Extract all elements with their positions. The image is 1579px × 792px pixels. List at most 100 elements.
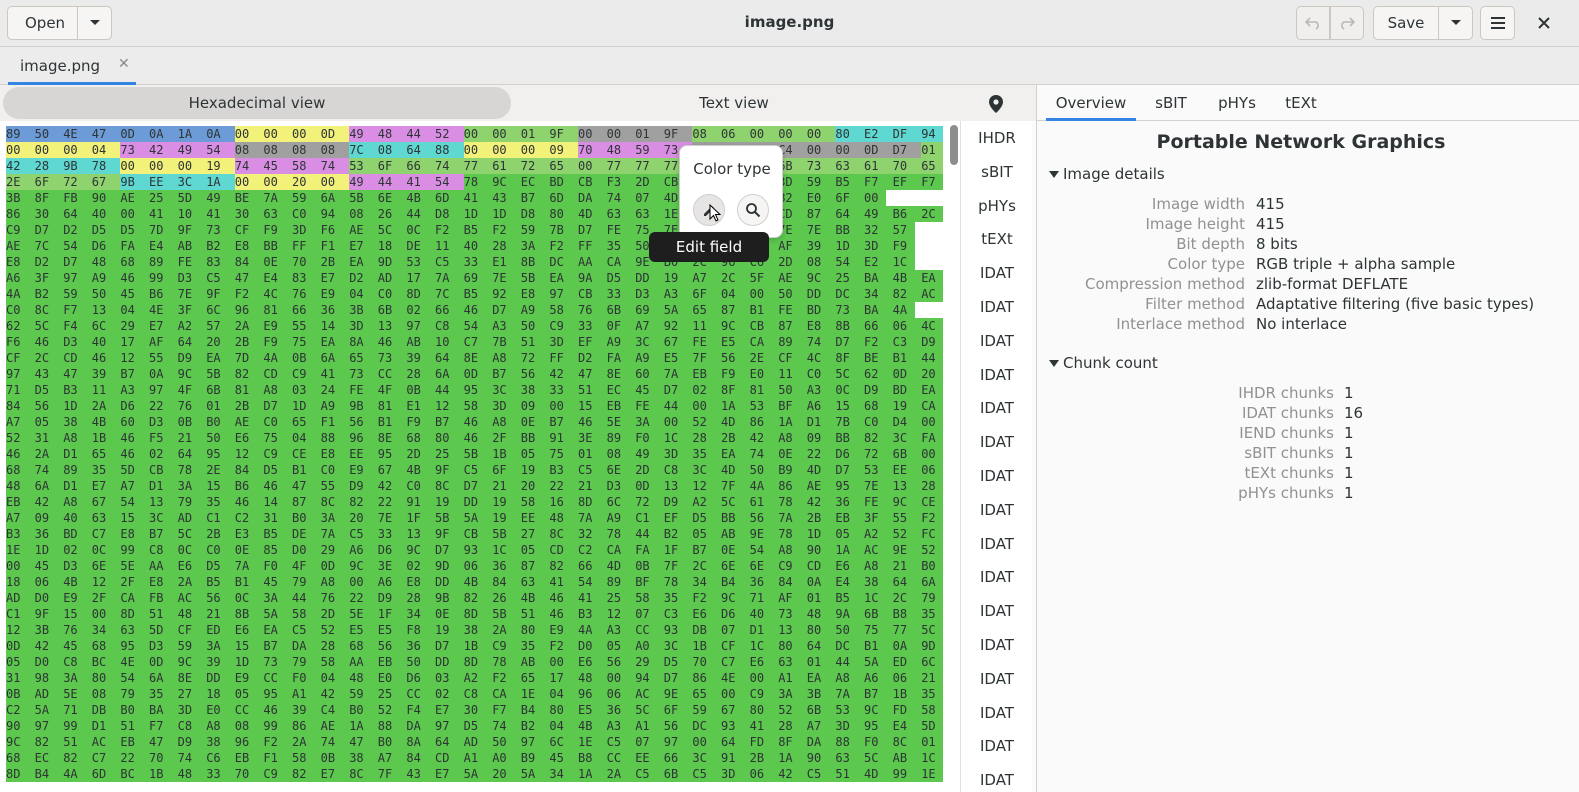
- file-tab[interactable]: image.png ✕: [8, 47, 136, 85]
- hex-row[interactable]: F6 46 D3 40 17 AF 64 20 2B F9 75 EA 8A 46 AB 10 C7 7B 51 3D…: [6, 334, 944, 350]
- hex-byte[interactable]: 48: [177, 606, 207, 622]
- hex-byte[interactable]: 14: [320, 318, 350, 334]
- hex-byte[interactable]: D0: [34, 654, 64, 670]
- hex-byte[interactable]: 15: [835, 398, 864, 414]
- hex-byte[interactable]: 06: [921, 462, 944, 478]
- hex-byte[interactable]: 06: [34, 574, 64, 590]
- hex-byte[interactable]: 80: [835, 126, 864, 142]
- hex-byte[interactable]: 10: [177, 206, 207, 222]
- hex-byte[interactable]: C5: [578, 462, 607, 478]
- hex-byte[interactable]: 67: [91, 174, 121, 190]
- hex-byte[interactable]: A6: [6, 270, 35, 286]
- hex-byte[interactable]: 00: [749, 670, 779, 686]
- hex-byte[interactable]: 4D: [864, 766, 893, 782]
- hex-byte[interactable]: C0: [806, 366, 836, 382]
- hex-byte[interactable]: 2B: [320, 254, 350, 270]
- hex-byte[interactable]: 49: [635, 446, 664, 462]
- tab-hexadecimal-view[interactable]: Hexadecimal view: [3, 87, 511, 119]
- hex-byte[interactable]: B3: [6, 526, 35, 542]
- hex-byte[interactable]: 32: [578, 526, 607, 542]
- hex-byte[interactable]: 49: [864, 206, 893, 222]
- hex-byte[interactable]: E7: [320, 766, 350, 782]
- hex-byte[interactable]: B3: [578, 606, 607, 622]
- hex-byte[interactable]: 00: [234, 174, 264, 190]
- hex-byte[interactable]: A9: [606, 334, 636, 350]
- hex-byte[interactable]: C3: [892, 334, 922, 350]
- hex-byte[interactable]: 22: [806, 446, 836, 462]
- hex-byte[interactable]: EC: [606, 382, 636, 398]
- hex-byte[interactable]: 73: [206, 222, 235, 238]
- hex-byte[interactable]: D5: [663, 654, 693, 670]
- hex-byte[interactable]: EA: [206, 350, 235, 366]
- hex-byte[interactable]: 92: [663, 318, 693, 334]
- hex-byte[interactable]: 29: [320, 542, 350, 558]
- hex-byte[interactable]: 73: [835, 302, 864, 318]
- hex-byte[interactable]: AF: [778, 238, 807, 254]
- hex-byte[interactable]: 64: [406, 142, 435, 158]
- hex-byte[interactable]: F2: [492, 222, 521, 238]
- hex-byte[interactable]: 0D: [892, 366, 922, 382]
- hex-byte[interactable]: 8D: [463, 606, 493, 622]
- hex-byte[interactable]: B0: [292, 510, 321, 526]
- hex-byte[interactable]: A7: [806, 718, 836, 734]
- hex-byte[interactable]: 30: [34, 206, 64, 222]
- chunk-item[interactable]: IDAT: [980, 298, 1014, 316]
- hex-byte[interactable]: 26: [492, 590, 521, 606]
- hex-byte[interactable]: 5E: [120, 558, 149, 574]
- hex-byte[interactable]: 8C: [320, 494, 350, 510]
- hex-byte[interactable]: 00: [6, 142, 35, 158]
- hex-byte[interactable]: B4: [520, 702, 550, 718]
- hex-byte[interactable]: D2: [34, 254, 64, 270]
- hex-byte[interactable]: B5: [206, 574, 235, 590]
- hex-byte[interactable]: E1: [492, 254, 521, 270]
- hex-byte[interactable]: C9: [549, 318, 578, 334]
- hex-byte[interactable]: CF: [234, 222, 264, 238]
- hex-byte[interactable]: 78: [463, 174, 493, 190]
- hex-byte[interactable]: 58: [292, 606, 321, 622]
- hex-byte[interactable]: 95: [120, 638, 149, 654]
- hex-byte[interactable]: A8: [778, 430, 807, 446]
- hex-byte[interactable]: 87: [292, 494, 321, 510]
- hex-byte[interactable]: 76: [292, 286, 321, 302]
- hex-byte[interactable]: 35: [921, 686, 944, 702]
- hex-byte[interactable]: 36: [492, 558, 521, 574]
- hex-byte[interactable]: 2A: [177, 574, 207, 590]
- hex-byte[interactable]: 4B: [892, 270, 922, 286]
- hex-byte[interactable]: A9: [91, 270, 121, 286]
- hex-byte[interactable]: 02: [692, 382, 721, 398]
- hex-byte[interactable]: 7C: [349, 142, 378, 158]
- hex-byte[interactable]: E3: [234, 526, 264, 542]
- hex-byte[interactable]: 58: [921, 702, 944, 718]
- hex-byte[interactable]: 75: [549, 446, 578, 462]
- hex-byte[interactable]: 84: [234, 462, 264, 478]
- hex-byte[interactable]: 43: [406, 766, 435, 782]
- hex-byte[interactable]: A3: [120, 382, 149, 398]
- hex-byte[interactable]: 91: [549, 430, 578, 446]
- hex-byte[interactable]: 41: [206, 206, 235, 222]
- hex-byte[interactable]: 3B: [34, 622, 64, 638]
- hex-byte[interactable]: 36: [34, 526, 64, 542]
- hex-byte[interactable]: 3A: [320, 510, 350, 526]
- hex-byte[interactable]: 33: [578, 318, 607, 334]
- hex-byte[interactable]: D3: [63, 558, 92, 574]
- hex-byte[interactable]: AD: [463, 734, 493, 750]
- hex-byte[interactable]: 80: [549, 702, 578, 718]
- hex-byte[interactable]: 3E: [578, 430, 607, 446]
- hex-byte[interactable]: 5A: [864, 654, 893, 670]
- hex-byte[interactable]: 00: [492, 126, 521, 142]
- hex-byte[interactable]: 54: [63, 238, 92, 254]
- hex-byte[interactable]: 72: [520, 350, 550, 366]
- hex-byte[interactable]: 0D: [120, 126, 149, 142]
- hex-byte[interactable]: 84: [406, 750, 435, 766]
- hex-byte[interactable]: 8E: [463, 350, 493, 366]
- hex-byte[interactable]: 97: [6, 366, 35, 382]
- hex-byte[interactable]: 76: [63, 622, 92, 638]
- hex-byte[interactable]: F9: [406, 414, 435, 430]
- hex-byte[interactable]: 0B: [406, 382, 435, 398]
- hex-byte[interactable]: 70: [578, 142, 607, 158]
- hex-byte[interactable]: 2D: [320, 606, 350, 622]
- hex-byte[interactable]: 6F: [377, 158, 407, 174]
- hex-byte[interactable]: 47: [349, 734, 378, 750]
- hex-byte[interactable]: D3: [149, 414, 178, 430]
- hex-byte[interactable]: D1: [63, 446, 92, 462]
